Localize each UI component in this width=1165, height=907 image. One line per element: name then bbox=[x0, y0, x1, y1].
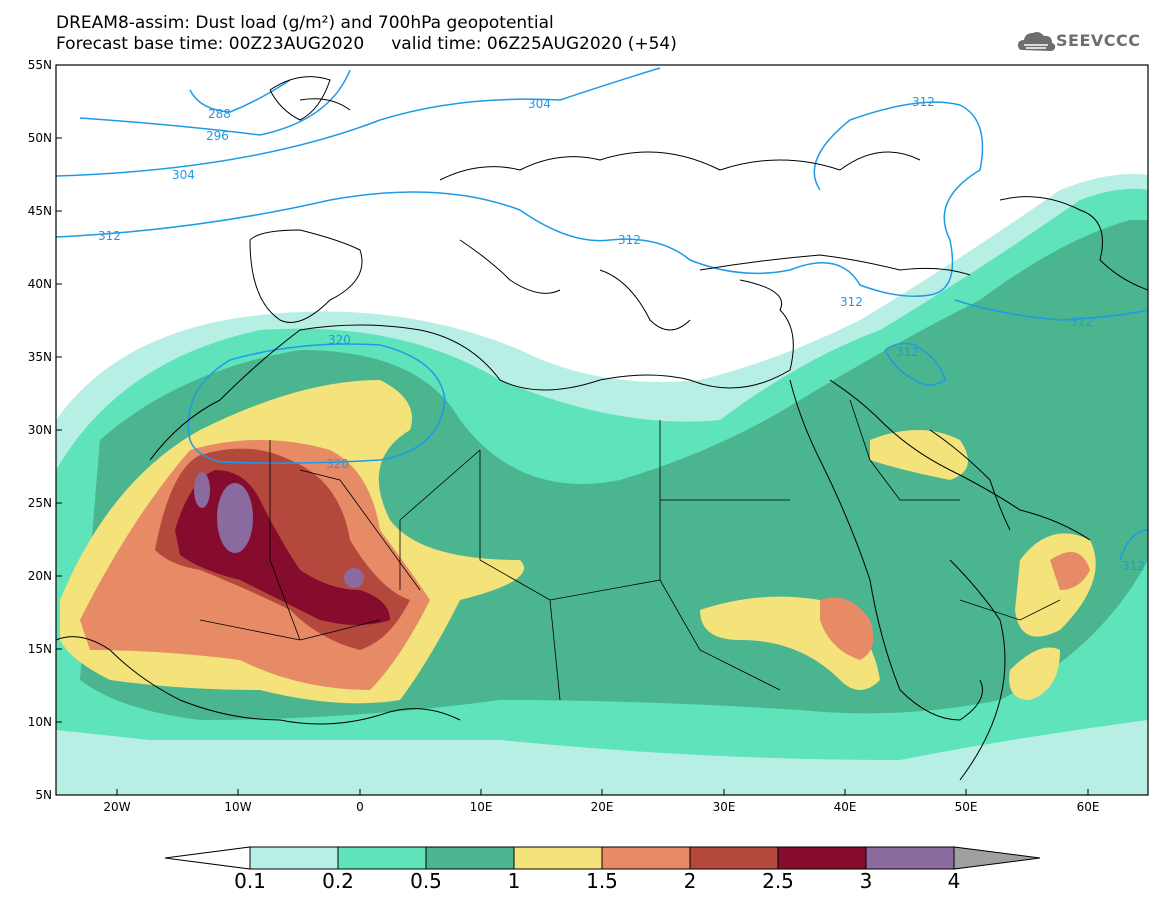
lat-label: 15N bbox=[27, 642, 52, 656]
contour-label: 304 bbox=[172, 168, 195, 182]
colorbar-label: 3 bbox=[859, 869, 873, 893]
lon-label: 40E bbox=[833, 800, 857, 814]
lon-label: 50E bbox=[954, 800, 978, 814]
lat-label: 10N bbox=[27, 715, 52, 729]
lon-label: 20W bbox=[103, 800, 131, 814]
lon-label: 0 bbox=[356, 800, 364, 814]
contour-label: 296 bbox=[206, 129, 229, 143]
colorbar-label: 0.5 bbox=[410, 869, 442, 893]
contour-label: 312 bbox=[840, 295, 863, 309]
contour-label: 312 bbox=[1070, 315, 1093, 329]
lon-label: 10W bbox=[224, 800, 252, 814]
contour-label: 288 bbox=[208, 107, 231, 121]
colorbar-swatch bbox=[689, 846, 779, 870]
colorbar-swatch bbox=[337, 846, 427, 870]
contour-label: 312 bbox=[896, 345, 919, 359]
lat-label: 40N bbox=[27, 277, 52, 291]
logo-text: SEEVCCC bbox=[1056, 31, 1141, 50]
contour-label: 312 bbox=[1122, 559, 1145, 573]
colorbar-swatch bbox=[601, 846, 691, 870]
contour-label: 320 bbox=[328, 333, 351, 347]
map-title: DREAM8-assim: Dust load (g/m²) and 700hP… bbox=[56, 13, 554, 33]
lat-label: 35N bbox=[27, 350, 52, 364]
colorbar-swatch bbox=[249, 846, 339, 870]
dust-region-1-5c bbox=[1050, 552, 1090, 590]
contour-label: 304 bbox=[528, 97, 551, 111]
forecast-time-line: Forecast base time: 00Z23AUG2020 valid t… bbox=[56, 34, 677, 54]
dust-region-1e bbox=[1009, 647, 1060, 700]
colorbar-swatch bbox=[513, 846, 603, 870]
lat-label: 20N bbox=[27, 569, 52, 583]
colorbar bbox=[164, 846, 1041, 870]
colorbar-swatch bbox=[865, 846, 955, 870]
colorbar-label: 4 bbox=[947, 869, 961, 893]
colorbar-label: 0.2 bbox=[322, 869, 354, 893]
contour-label: 320 bbox=[326, 457, 349, 471]
lat-label: 5N bbox=[35, 788, 52, 802]
contour-label: 312 bbox=[912, 95, 935, 109]
colorbar-label: 1 bbox=[507, 869, 521, 893]
lat-label: 55N bbox=[27, 58, 52, 72]
lat-label: 45N bbox=[27, 204, 52, 218]
dust-region-1-5b bbox=[820, 597, 874, 660]
cloud-icon bbox=[1018, 32, 1056, 51]
colorbar-label: 1.5 bbox=[586, 869, 618, 893]
lat-label: 30N bbox=[27, 423, 52, 437]
colorbar-swatch bbox=[777, 846, 867, 870]
colorbar-label: 0.1 bbox=[234, 869, 266, 893]
dust-region-1d bbox=[870, 430, 968, 480]
lat-label: 25N bbox=[27, 496, 52, 510]
dust-max-3 bbox=[344, 568, 364, 588]
lon-label: 20E bbox=[590, 800, 614, 814]
colorbar-label: 2.5 bbox=[762, 869, 794, 893]
colorbar-over-triangle bbox=[953, 846, 1041, 870]
colorbar-swatch bbox=[425, 846, 515, 870]
lon-label: 60E bbox=[1076, 800, 1100, 814]
colorbar-under-triangle bbox=[164, 846, 251, 870]
dust-max-2 bbox=[194, 472, 210, 508]
lon-label: 30E bbox=[712, 800, 736, 814]
lon-label: 10E bbox=[469, 800, 493, 814]
contour-label: 312 bbox=[98, 229, 121, 243]
contour-label: 312 bbox=[618, 233, 641, 247]
colorbar-label: 2 bbox=[683, 869, 697, 893]
dust-max-1 bbox=[217, 483, 253, 553]
lat-label: 50N bbox=[27, 131, 52, 145]
